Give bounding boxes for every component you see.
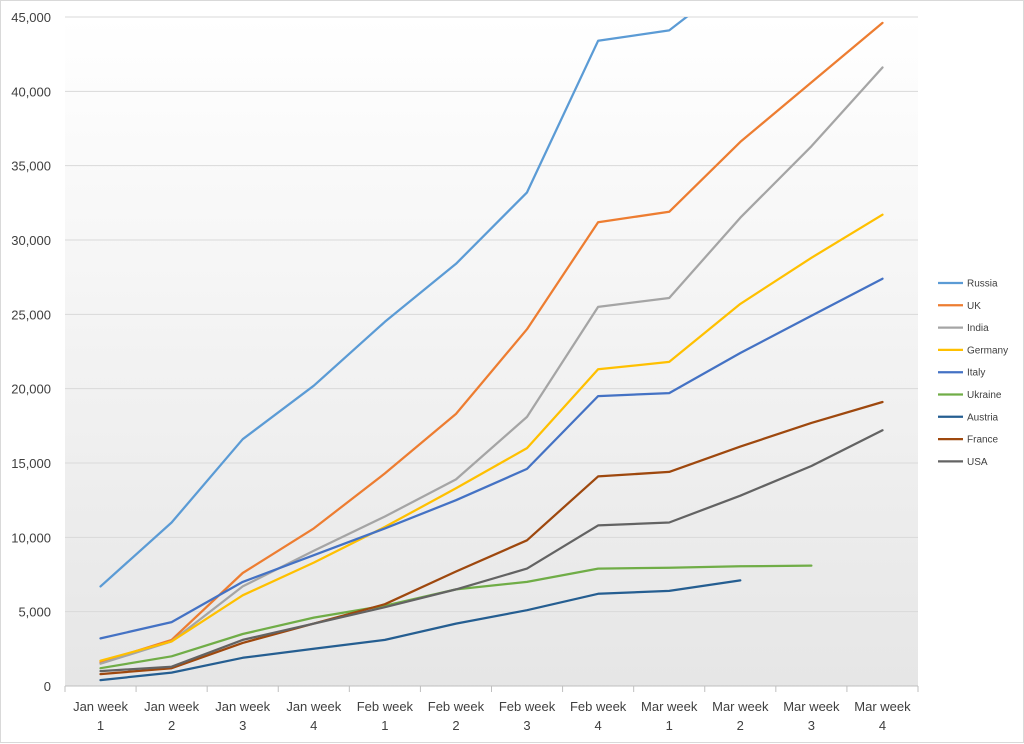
- x-tick-label: Mar week 4: [854, 699, 911, 733]
- series-line-russia: [99, 17, 689, 588]
- y-tick-label: 40,000: [11, 84, 51, 99]
- legend-label: Germany: [967, 345, 1008, 356]
- x-tick-label: Jan week 2: [144, 699, 199, 733]
- x-tick-label: Feb week 1: [357, 699, 414, 733]
- x-tick-label: Mar week 3: [783, 699, 840, 733]
- x-tick-label: Mar week 2: [712, 699, 769, 733]
- legend-label: UK: [967, 301, 981, 312]
- x-tick-label: Jan week 3: [215, 699, 270, 733]
- y-tick-label: 45,000: [11, 10, 51, 25]
- series-line-austria: [99, 579, 742, 682]
- x-tick-label: Feb week 2: [428, 699, 485, 733]
- y-tick-label: 20,000: [11, 382, 51, 397]
- y-tick-label: 0: [44, 679, 51, 694]
- legend-label: Russia: [967, 279, 998, 290]
- series-line-usa: [99, 429, 884, 673]
- x-tick-label: Feb week 4: [570, 699, 627, 733]
- x-axis: Jan week 1 Jan week 2 Jan week 3 Jan week 4 Feb …: [64, 685, 919, 733]
- legend-label: Ukraine: [967, 390, 1002, 401]
- legend-label: Italy: [967, 368, 985, 379]
- series-line-germany: [99, 213, 884, 662]
- y-tick-label: 10,000: [11, 530, 51, 545]
- x-tick-label: Jan week 4: [286, 699, 341, 733]
- y-tick-label: 35,000: [11, 159, 51, 174]
- x-tick-label: Feb week 3: [499, 699, 556, 733]
- x-tick-label: Jan week 1: [73, 699, 128, 733]
- series-lines: [99, 17, 884, 682]
- y-axis: 0 5,000 10,000 15,000 20,000 25,000 30,000 35,0…: [11, 10, 51, 694]
- legend-label: Austria: [967, 412, 999, 423]
- legend-label: USA: [967, 457, 988, 468]
- plot-area: [65, 17, 918, 686]
- y-tick-label: 5,000: [18, 605, 51, 620]
- y-tick-label: 15,000: [11, 456, 51, 471]
- series-line-france: [99, 400, 884, 676]
- gridlines: [65, 16, 918, 613]
- y-tick-label: 30,000: [11, 233, 51, 248]
- x-tick-label: Mar week 1: [641, 699, 698, 733]
- series-line-uk: [99, 21, 884, 664]
- legend-label: France: [967, 435, 999, 446]
- legend-label: India: [967, 323, 989, 334]
- series-line-italy: [99, 277, 884, 640]
- legend: Russia UK India Germany Italy Ukraine Austria F…: [938, 279, 1008, 468]
- series-line-india: [99, 66, 884, 665]
- y-tick-label: 25,000: [11, 307, 51, 322]
